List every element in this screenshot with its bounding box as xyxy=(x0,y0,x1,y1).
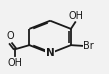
Text: OH: OH xyxy=(8,58,23,68)
Text: N: N xyxy=(46,48,54,58)
Text: OH: OH xyxy=(68,11,83,21)
Text: Br: Br xyxy=(83,41,94,51)
Text: O: O xyxy=(6,31,14,41)
